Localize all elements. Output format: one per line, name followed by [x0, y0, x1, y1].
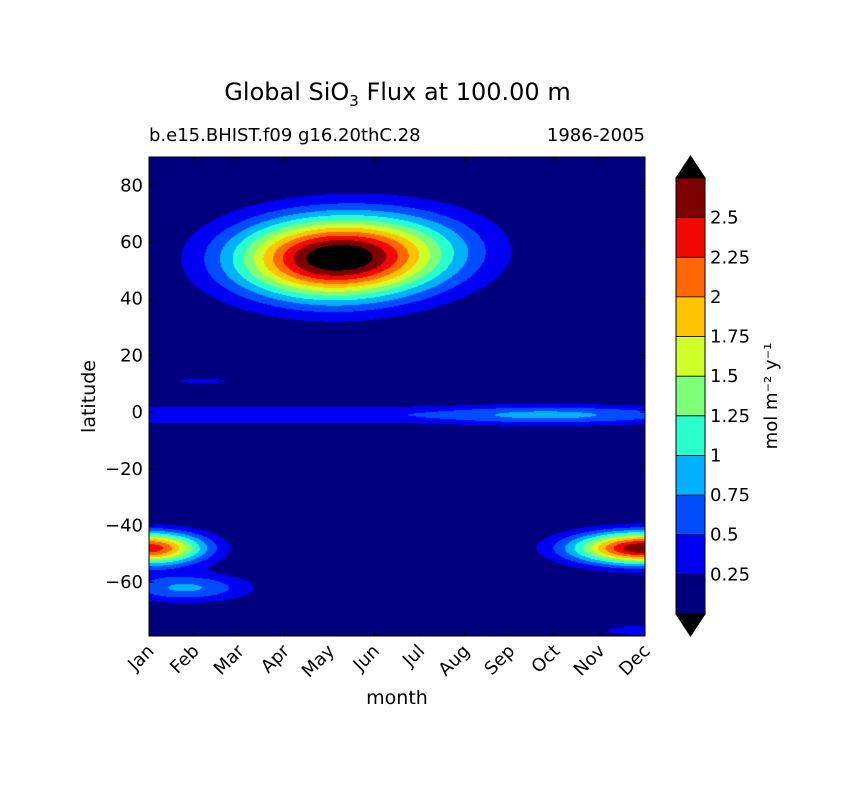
- y-tick-label: 0: [132, 402, 143, 423]
- colorbar-tick-label: 1: [710, 445, 721, 466]
- colorbar-segment: [676, 257, 705, 297]
- y-tick-label: 80: [120, 175, 143, 196]
- chart-title-prefix: Global SiO: [224, 78, 350, 106]
- colorbar-segment: [676, 415, 705, 456]
- colorbar-extend-under: [675, 613, 706, 637]
- colorbar-segment: [676, 178, 705, 218]
- colorbar-tick-label: 2: [710, 287, 721, 308]
- x-tick-label: Aug: [434, 641, 474, 681]
- colorbar-tick-label: 0.5: [710, 525, 739, 546]
- y-tick-label: 40: [120, 289, 143, 310]
- colorbar-label: mol m⁻² y⁻¹: [761, 343, 782, 450]
- plot-area: [148, 156, 646, 637]
- y-tick-label: 60: [120, 232, 143, 253]
- x-tick-label: Jun: [349, 641, 384, 676]
- x-tick-label: Jul: [398, 641, 429, 672]
- x-tick-label: Oct: [527, 641, 564, 678]
- x-tick-label: Jan: [123, 641, 158, 676]
- x-tick-label: May: [298, 640, 339, 681]
- colorbar-extend-over: [675, 155, 706, 179]
- colorbar-segment: [676, 574, 705, 614]
- colorbar: 0.25 0.5 0.75 1 1.25 1.5 1.75 2 2.25 2.5 mol m⁻² y…: [675, 155, 782, 637]
- colorbar-tick-label: 2.5: [710, 208, 739, 229]
- colorbar-tick-label: 1.25: [710, 406, 750, 427]
- colorbar-tick-label: 0.25: [710, 564, 750, 585]
- colorbar-tick-label: 1.5: [710, 366, 739, 387]
- x-tick-label: Sep: [480, 641, 519, 680]
- x-tick-label: Mar: [210, 640, 249, 679]
- y-tick-label: −20: [105, 459, 143, 480]
- x-tick-label: Feb: [166, 641, 203, 678]
- colorbar-segment: [676, 534, 705, 575]
- x-axis-label: month: [366, 687, 428, 709]
- x-tick-label: Nov: [570, 640, 610, 680]
- colorbar-tick-label: 2.25: [710, 247, 750, 268]
- x-tick-label: Apr: [257, 640, 294, 677]
- y-tick-label: −40: [105, 515, 143, 536]
- date-range: 1986-2005: [546, 125, 645, 146]
- colorbar-tick-label: 1.75: [710, 327, 750, 348]
- colorbar-segment: [676, 296, 705, 337]
- plot-frame: [148, 156, 646, 637]
- colorbar-frame: [675, 177, 706, 615]
- colorbar-segment: [676, 336, 705, 377]
- y-tick-label: 20: [120, 345, 143, 366]
- case-name: b.e15.BHIST.f09 g16.20thC.28: [149, 125, 421, 146]
- chart-title-subscript: 3: [349, 91, 359, 110]
- x-tick-label: Dec: [615, 641, 654, 680]
- colorbar-segment: [676, 455, 705, 496]
- colorbar-tick-label: 0.75: [710, 485, 750, 506]
- chart-title-suffix: Flux at 100.00 m: [358, 78, 571, 106]
- colorbar-segment: [676, 495, 705, 535]
- y-axis-label: latitude: [78, 360, 100, 433]
- colorbar-segment: [676, 376, 705, 416]
- chart-title: Global SiO3 Flux at 100.00 m: [0, 78, 795, 110]
- contour-field: [149, 157, 645, 636]
- y-tick-label: −60: [105, 572, 143, 593]
- colorbar-segment: [676, 217, 705, 258]
